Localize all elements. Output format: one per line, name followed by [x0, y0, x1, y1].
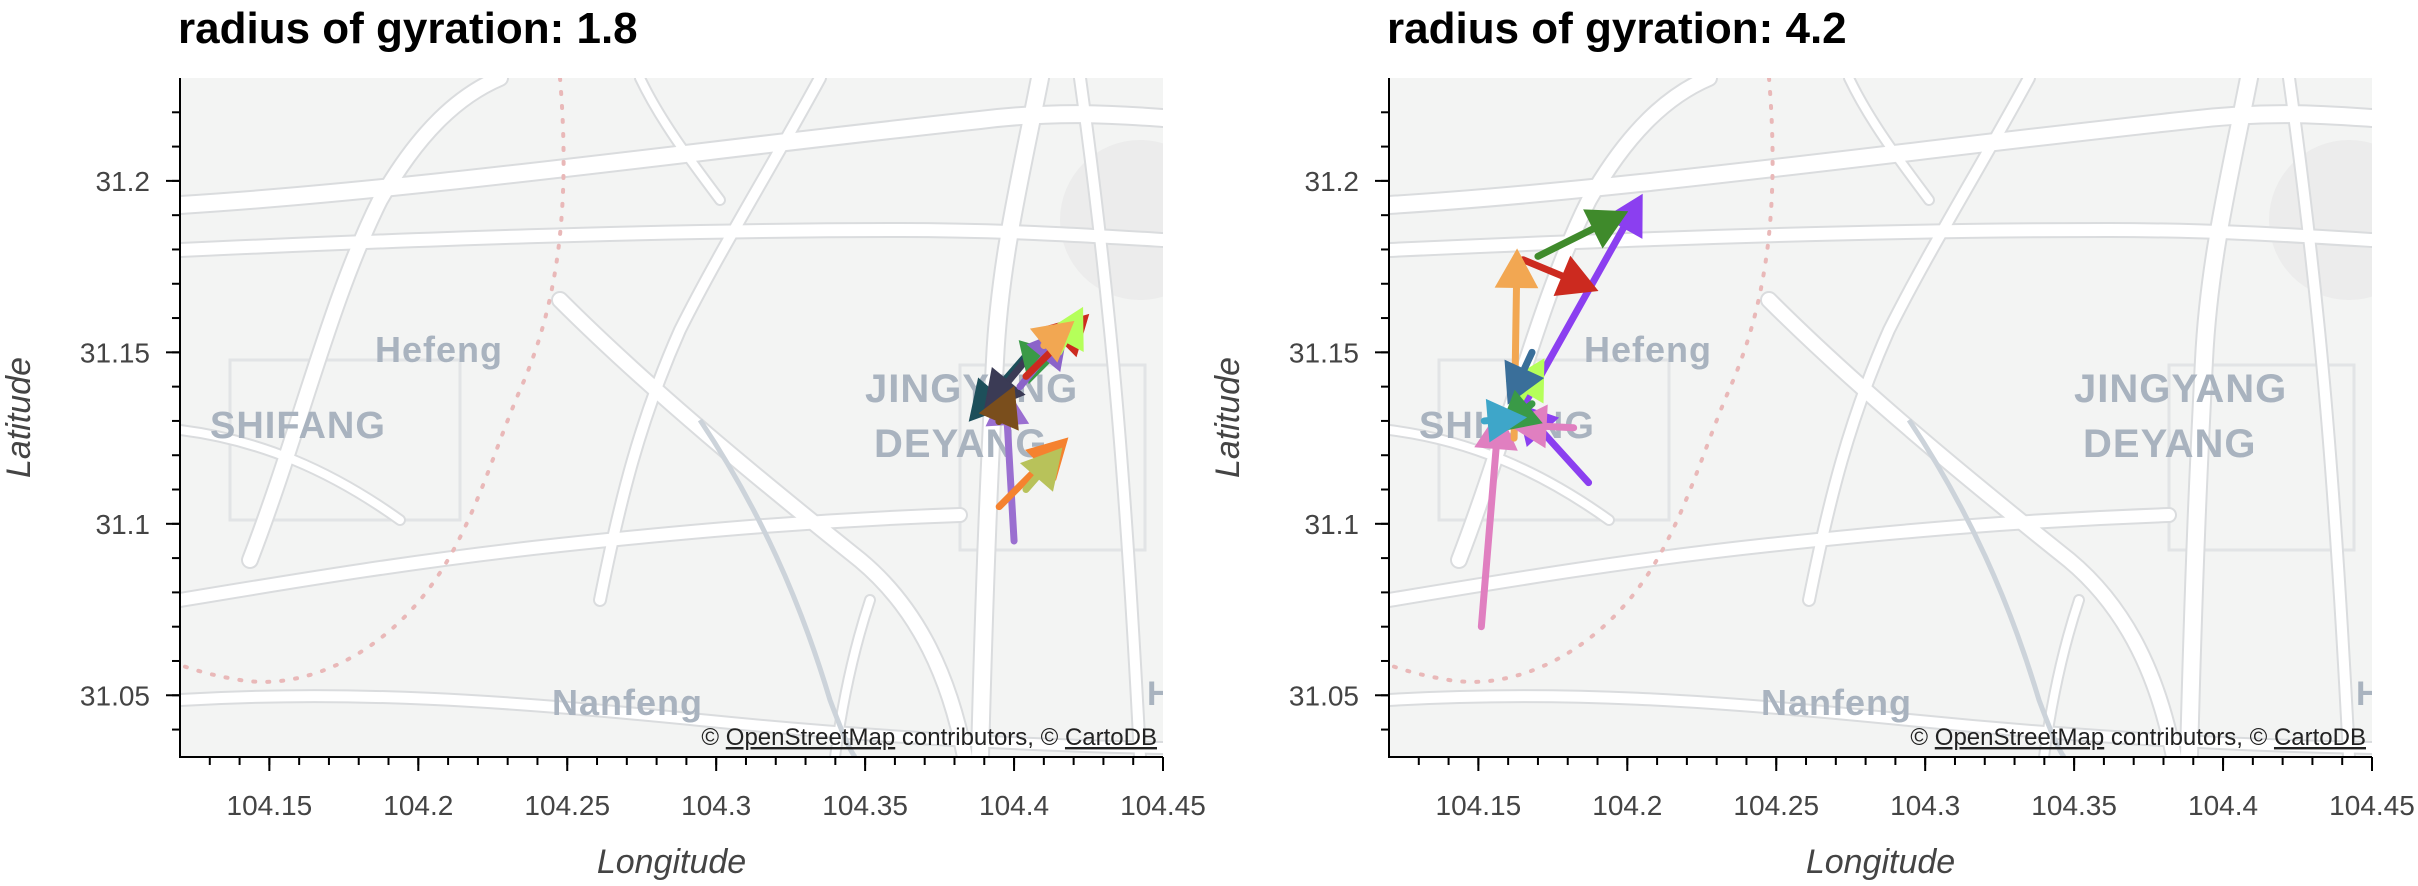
river — [697, 418, 858, 757]
district-boundary — [180, 78, 566, 684]
trip-line — [1520, 348, 1536, 373]
trip-arrowhead — [1029, 320, 1075, 363]
road — [831, 596, 874, 757]
x-tick-label: 104.15 — [227, 790, 313, 821]
x-tick-label: 104.3 — [1890, 790, 1960, 821]
trip-arrowhead — [1485, 398, 1528, 443]
y-tick-label: 31.05 — [80, 680, 150, 711]
road — [180, 691, 1163, 753]
attribution-text: contributors, © — [895, 724, 1065, 751]
road — [1389, 426, 1613, 524]
trip-line — [1542, 422, 1578, 432]
road — [1389, 509, 2175, 606]
place-label: H — [1147, 675, 1173, 713]
y-tick-label: 31.2 — [96, 166, 151, 197]
x-tick-label: 104.4 — [2188, 790, 2258, 821]
road — [972, 78, 1048, 757]
y-tick-label: 31.2 — [1305, 166, 1360, 197]
attribution: © OpenStreetMap contributors, © CartoDB — [701, 724, 1157, 751]
attribution-link[interactable]: OpenStreetMap — [1935, 724, 2104, 751]
x-tick-label: 104.4 — [979, 790, 1049, 821]
place-label: DEYANG — [874, 422, 1047, 466]
x-tick-label: 104.3 — [681, 790, 751, 821]
road — [1762, 293, 2181, 757]
road — [2181, 78, 2257, 757]
x-axis-label: Longitude — [1806, 843, 1955, 881]
attribution: © OpenStreetMap contributors, © CartoDB — [1910, 724, 2366, 751]
road — [2284, 78, 2354, 757]
place-label: H — [2356, 675, 2382, 713]
trip-layer — [1474, 193, 1643, 631]
map-panel-1: radius of gyration: 1.8 SHIFANG Hefeng JIN… — [0, 0, 1209, 886]
trip-line — [1022, 473, 1041, 494]
road — [1075, 78, 1145, 757]
trip-arrowhead — [1019, 447, 1063, 492]
place-label: SHIFANG — [210, 405, 386, 447]
y-tick-label: 31.15 — [80, 337, 150, 368]
city-zone — [2167, 363, 2356, 552]
x-tick-label: 104.45 — [2329, 790, 2415, 821]
y-axis-label: Latitude — [0, 357, 38, 478]
x-tick-label: 104.35 — [2031, 790, 2117, 821]
x-tick-label: 104.45 — [1120, 790, 1206, 821]
river — [1906, 418, 2067, 757]
basemap: SHIFANG Hefeng JINGYANG DEYANG Nanfeng H — [180, 78, 1173, 757]
y-tick-label: 31.1 — [96, 509, 151, 540]
y-tick-label: 31.15 — [1289, 337, 1359, 368]
map-panel-2: radius of gyration: 4.2 SHIFANGHefengJIN… — [1209, 0, 2418, 886]
road — [1845, 78, 1933, 204]
attribution-link[interactable]: OpenStreetMap — [726, 724, 895, 751]
place-label: Nanfeng — [552, 682, 703, 723]
x-axis-label: Longitude — [597, 843, 746, 881]
attribution-link[interactable]: CartoDB — [2274, 724, 2366, 751]
trip-line — [1003, 421, 1018, 545]
park-area — [2269, 140, 2372, 300]
x-tick-label: 104.35 — [822, 790, 908, 821]
trip-line — [1534, 225, 1597, 260]
park-area — [1060, 140, 1163, 300]
trip-arrowhead — [1553, 255, 1599, 297]
trip-arrowhead — [1494, 248, 1539, 289]
attribution-text: contributors, © — [2104, 724, 2274, 751]
trip-line — [1539, 428, 1593, 487]
road — [180, 509, 966, 606]
place-label: Nanfeng — [1761, 682, 1912, 723]
x-tick-label: 104.2 — [1592, 790, 1662, 821]
attribution-text: © — [701, 724, 725, 751]
y-tick-label: 31.05 — [1289, 680, 1359, 711]
place-label: Hefeng — [1584, 329, 1712, 370]
district-boundary — [1389, 78, 1775, 684]
trip-line — [1477, 445, 1500, 631]
trip-line — [1524, 400, 1536, 411]
panel-title: radius of gyration: 4.2 — [1387, 4, 1847, 53]
y-tick-label: 31.1 — [1305, 509, 1360, 540]
road — [1389, 691, 2372, 753]
place-label: DEYANG — [2083, 422, 2256, 466]
trip-arrowhead — [978, 385, 1019, 431]
road — [1804, 78, 2034, 605]
y-axis-label: Latitude — [1209, 357, 1247, 478]
panel-title: radius of gyration: 1.8 — [178, 4, 638, 53]
road — [553, 293, 972, 757]
attribution-link[interactable]: CartoDB — [1065, 724, 1157, 751]
x-tick-label: 104.25 — [524, 790, 610, 821]
x-tick-label: 104.15 — [1436, 790, 1522, 821]
road — [2040, 596, 2083, 757]
road — [180, 426, 404, 524]
place-label: JINGYANG — [2074, 367, 2287, 411]
road — [636, 78, 724, 204]
trip-line — [1519, 256, 1566, 280]
attribution-text: © — [1910, 724, 1934, 751]
trip-layer — [968, 306, 1090, 545]
x-tick-label: 104.25 — [1733, 790, 1819, 821]
x-tick-label: 104.2 — [383, 790, 453, 821]
place-label: JINGYANG — [865, 367, 1078, 411]
map-plot-1[interactable]: SHIFANG Hefeng JINGYANG DEYANG Nanfeng H © Ope… — [0, 0, 1209, 886]
road — [595, 78, 825, 605]
place-label: Hefeng — [375, 329, 503, 370]
trip-arrowhead — [1583, 209, 1629, 249]
